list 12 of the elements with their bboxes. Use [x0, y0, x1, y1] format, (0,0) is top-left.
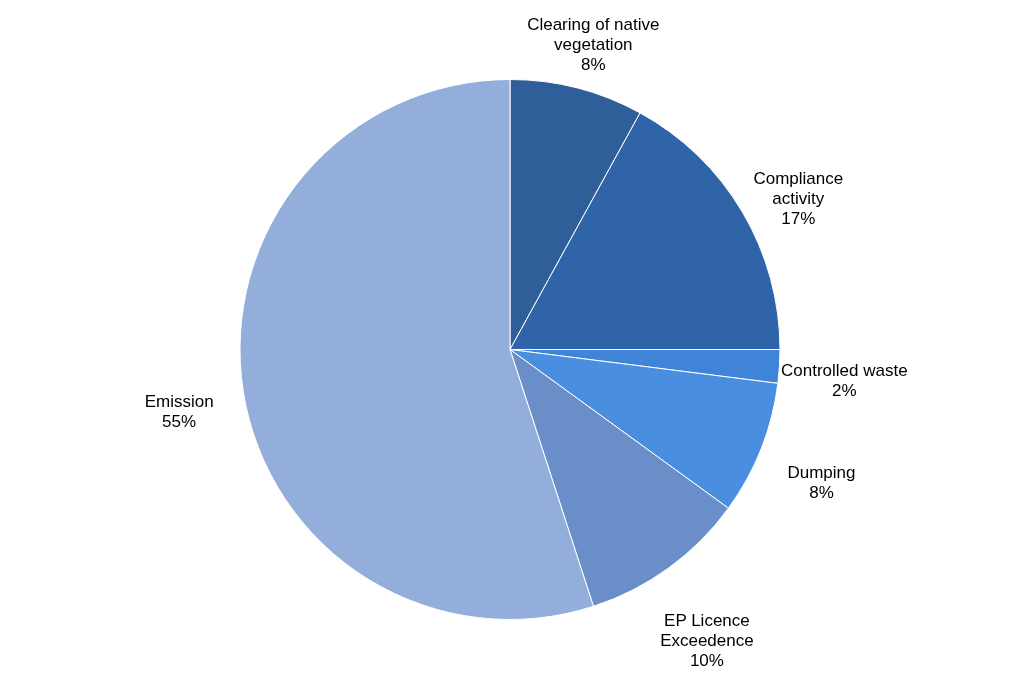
- slice-label: Emission: [144, 391, 214, 411]
- data-label: 8%: [809, 482, 834, 502]
- slice-label: Dumping: [787, 462, 856, 482]
- data-label: 2%: [832, 380, 857, 400]
- slice-label: EP Licence Exceedence: [660, 610, 754, 650]
- slice-label: Compliance activity: [753, 168, 844, 208]
- data-label: 8%: [581, 55, 606, 75]
- slice-label: Controlled waste: [781, 360, 908, 380]
- data-label: 17%: [781, 208, 816, 228]
- slice-label: Clearing of native vegetation: [527, 15, 660, 55]
- data-label: 10%: [689, 650, 724, 670]
- data-label: 55%: [162, 411, 197, 431]
